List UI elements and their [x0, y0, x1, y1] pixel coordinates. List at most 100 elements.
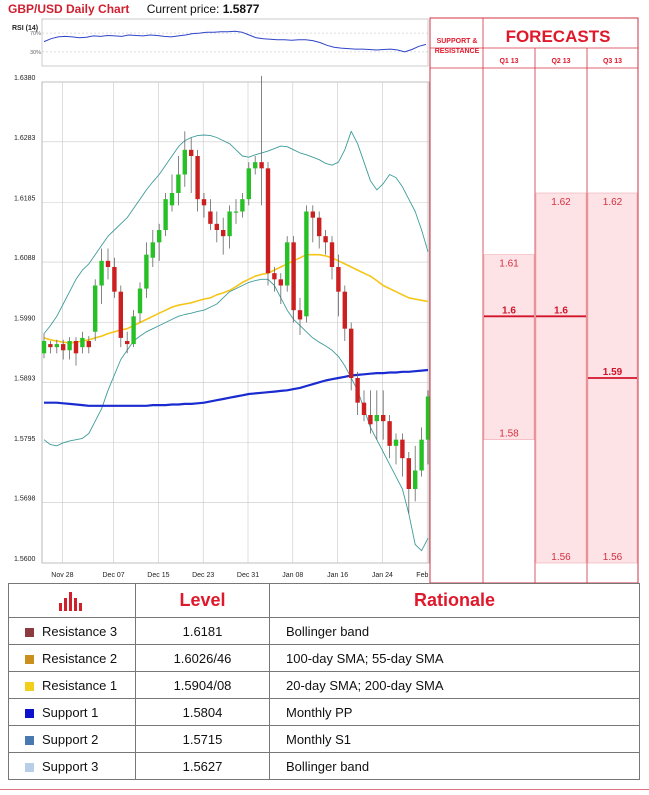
candle-body	[195, 156, 200, 200]
candle	[221, 217, 226, 255]
candle-body	[329, 242, 335, 267]
rsi-level-label: 70%	[30, 31, 41, 37]
candle	[291, 236, 296, 323]
forecast-high: 1.62	[551, 197, 571, 208]
levels-table: Level Rationale Resistance 3 1.6181 Bollin…	[8, 583, 640, 780]
candle	[118, 285, 123, 348]
candle	[413, 445, 418, 502]
forecasts-title: FORECASTS	[506, 27, 611, 46]
bollinger-upper-line	[43, 130, 429, 334]
candle-body	[99, 260, 104, 286]
candle	[189, 137, 194, 193]
candle-body	[291, 242, 296, 311]
candle	[131, 310, 136, 348]
candle-body	[118, 291, 123, 338]
candle-body	[342, 291, 347, 329]
candle-body	[233, 211, 239, 213]
candle	[310, 205, 315, 243]
rsi-panel	[41, 18, 429, 67]
table-header-rationale: Rationale	[269, 583, 640, 618]
candle-body	[221, 230, 226, 237]
quarter-label: Q3 13	[603, 58, 622, 65]
candle-body	[317, 217, 322, 237]
forecast-low: 1.56	[551, 552, 571, 563]
candle-body	[144, 254, 149, 289]
candle-body	[368, 415, 373, 425]
candle	[54, 339, 59, 354]
candle-body	[240, 199, 245, 212]
table-header-icon-cell	[8, 583, 136, 618]
candle	[285, 236, 290, 292]
candle	[272, 267, 277, 292]
candle-body	[246, 168, 251, 200]
table-header-level: Level	[135, 583, 270, 618]
candle-body	[208, 211, 213, 224]
candle-body	[182, 149, 187, 175]
candle-body	[157, 230, 162, 243]
candle	[387, 415, 392, 459]
rsi-line	[43, 30, 427, 53]
candle-body	[125, 341, 130, 345]
candle-body	[61, 344, 66, 351]
candle-body	[355, 378, 360, 403]
candle-body	[425, 396, 431, 440]
candle-body	[67, 341, 72, 351]
candle	[41, 333, 47, 359]
candle-body	[54, 344, 59, 348]
candle	[80, 331, 85, 354]
candle	[61, 339, 66, 360]
candle	[214, 211, 219, 243]
candle-body	[163, 199, 168, 230]
candle-body	[214, 223, 219, 230]
bottom-rule	[0, 789, 649, 790]
candle-body	[80, 337, 85, 348]
forecast-mid: 1.59	[603, 367, 623, 378]
candle-body	[419, 439, 424, 471]
candle	[176, 156, 181, 206]
candle	[233, 199, 239, 224]
candle-body	[48, 344, 53, 348]
price-label: Current price:	[146, 2, 220, 16]
date-tick-label: Dec 15	[147, 572, 169, 579]
candle	[150, 230, 155, 267]
forecast-low: 1.58	[499, 429, 519, 440]
candle	[208, 199, 213, 230]
date-tick-label: Jan 24	[372, 572, 393, 579]
candle-body	[259, 162, 264, 169]
date-tick-label: Dec 07	[103, 572, 125, 579]
candle-body	[387, 421, 392, 446]
forecast-mid: 1.6	[554, 305, 568, 316]
table-row: Support 2 1.5715 Monthly S1	[8, 725, 640, 753]
candle-body	[297, 310, 303, 320]
candle	[336, 254, 341, 317]
candle	[201, 193, 207, 218]
candle	[259, 75, 264, 206]
price-tick-label: 1.6088	[14, 255, 36, 262]
candle-body	[137, 288, 143, 314]
candle	[374, 390, 379, 440]
candle	[406, 452, 411, 514]
color-swatch	[25, 762, 34, 772]
candle	[67, 337, 72, 360]
candle	[73, 337, 79, 366]
chart-title: GBP/USD Daily Chart	[8, 2, 130, 16]
candle-body	[93, 285, 98, 332]
candle	[342, 285, 347, 341]
candle-body	[393, 439, 399, 446]
candle	[169, 174, 175, 212]
candle	[93, 279, 98, 341]
candle-body	[265, 168, 271, 274]
candle	[99, 248, 104, 304]
candle	[368, 390, 373, 434]
candle-body	[349, 328, 354, 378]
date-tick-label: Feb 01	[416, 572, 438, 579]
sr-header-line2: RESISTANCE	[435, 48, 480, 55]
candle	[48, 341, 53, 354]
quarter-label: Q1 13	[499, 58, 518, 65]
candle	[400, 433, 405, 477]
forecast-low: 1.56	[603, 552, 623, 563]
forecast-high: 1.62	[603, 197, 623, 208]
candle-body	[406, 458, 411, 489]
price-tick-label: 1.6283	[14, 135, 36, 142]
color-swatch	[25, 708, 34, 718]
